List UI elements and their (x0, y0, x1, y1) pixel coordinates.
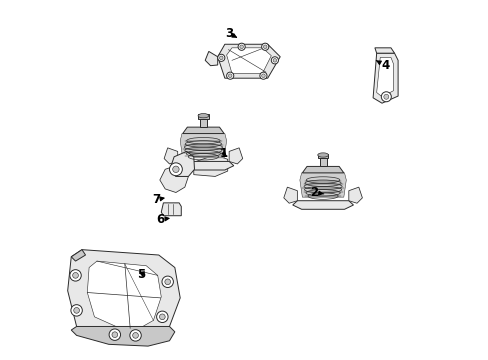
Text: 6: 6 (156, 213, 169, 226)
Polygon shape (160, 167, 188, 193)
Polygon shape (226, 48, 271, 73)
Circle shape (263, 45, 266, 49)
Polygon shape (71, 327, 175, 346)
Circle shape (162, 276, 173, 288)
Circle shape (238, 43, 244, 50)
Circle shape (261, 43, 268, 50)
Polygon shape (302, 166, 343, 173)
Text: 5: 5 (137, 268, 145, 281)
Text: 3: 3 (225, 27, 236, 40)
Polygon shape (183, 127, 224, 134)
Polygon shape (372, 53, 397, 103)
Polygon shape (317, 154, 328, 158)
Circle shape (271, 57, 278, 64)
Polygon shape (180, 134, 226, 158)
Polygon shape (283, 187, 297, 203)
Polygon shape (217, 44, 280, 78)
Polygon shape (229, 148, 242, 164)
Polygon shape (67, 249, 180, 341)
Polygon shape (374, 48, 394, 53)
Polygon shape (292, 201, 353, 209)
Circle shape (217, 54, 224, 62)
Text: 2: 2 (309, 186, 323, 199)
Circle shape (112, 332, 118, 338)
Polygon shape (170, 152, 194, 176)
Polygon shape (164, 148, 177, 164)
Circle shape (109, 329, 121, 341)
Polygon shape (319, 158, 326, 166)
Polygon shape (205, 51, 217, 66)
Circle shape (259, 72, 266, 79)
Circle shape (71, 305, 82, 316)
Circle shape (240, 45, 243, 49)
Text: 7: 7 (152, 193, 163, 206)
Circle shape (70, 270, 81, 281)
Polygon shape (193, 155, 227, 176)
Circle shape (74, 307, 80, 313)
Circle shape (132, 333, 138, 338)
Circle shape (164, 279, 170, 285)
Polygon shape (198, 114, 208, 118)
Circle shape (228, 74, 231, 77)
Circle shape (381, 92, 390, 102)
Polygon shape (87, 261, 161, 329)
Text: 4: 4 (375, 59, 389, 72)
Polygon shape (376, 58, 393, 97)
Ellipse shape (317, 153, 328, 157)
Circle shape (272, 59, 276, 62)
Text: 1: 1 (219, 147, 227, 160)
Circle shape (172, 166, 179, 172)
Circle shape (226, 72, 233, 79)
Circle shape (130, 330, 141, 341)
Circle shape (73, 273, 78, 278)
Polygon shape (200, 118, 206, 127)
Circle shape (219, 56, 223, 60)
Ellipse shape (198, 113, 208, 118)
Circle shape (156, 311, 168, 323)
Polygon shape (299, 173, 346, 197)
Circle shape (383, 94, 388, 99)
Polygon shape (348, 187, 362, 203)
Polygon shape (161, 203, 181, 216)
Circle shape (159, 314, 165, 320)
Circle shape (169, 163, 182, 176)
Circle shape (261, 74, 264, 77)
Polygon shape (173, 161, 233, 170)
Polygon shape (71, 249, 85, 261)
